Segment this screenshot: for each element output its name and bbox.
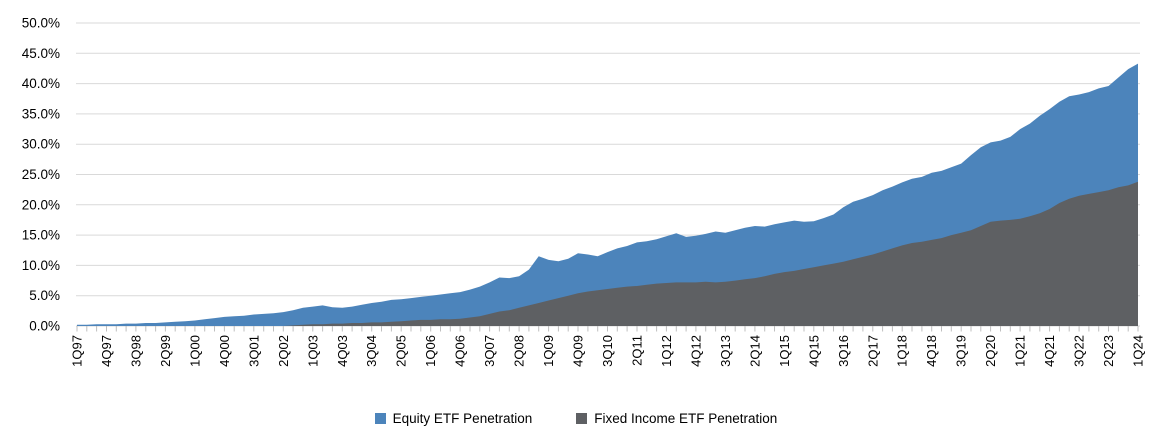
- svg-text:3Q22: 3Q22: [1072, 335, 1087, 367]
- gridlines: [76, 22, 1140, 327]
- svg-text:2Q20: 2Q20: [983, 335, 998, 367]
- svg-text:1Q12: 1Q12: [659, 335, 674, 367]
- chart-plot-area: 1Q97 4Q97 3Q98 2Q99 1Q00 4Q00 3Q01 2Q02 1Q03 4Q03…: [22, 16, 1146, 367]
- legend-item-equity: Equity ETF Penetration: [374, 410, 533, 426]
- legend-swatch-equity-icon: [374, 412, 386, 424]
- svg-text:20.0%: 20.0%: [22, 197, 60, 212]
- svg-text:40.0%: 40.0%: [22, 76, 60, 91]
- svg-text:2Q17: 2Q17: [865, 335, 880, 367]
- svg-text:2Q23: 2Q23: [1101, 335, 1116, 367]
- svg-text:1Q09: 1Q09: [541, 335, 556, 367]
- area-fixed-income-etf: [77, 181, 1138, 326]
- legend-item-fixed-income: Fixed Income ETF Penetration: [576, 411, 777, 426]
- legend-swatch-fixed-income-icon: [576, 412, 588, 424]
- svg-text:4Q06: 4Q06: [453, 335, 468, 367]
- svg-text:3Q07: 3Q07: [482, 335, 497, 367]
- svg-text:3Q04: 3Q04: [364, 335, 379, 367]
- svg-text:4Q03: 4Q03: [335, 335, 350, 367]
- svg-text:1Q21: 1Q21: [1013, 335, 1028, 367]
- x-axis-ticks: [76, 326, 1139, 332]
- svg-text:25.0%: 25.0%: [22, 167, 60, 182]
- svg-text:50.0%: 50.0%: [22, 16, 60, 31]
- svg-text:3Q10: 3Q10: [600, 335, 615, 367]
- legend-label-fixed-income: Fixed Income ETF Penetration: [594, 410, 778, 426]
- svg-text:1Q15: 1Q15: [777, 335, 792, 367]
- svg-text:1Q97: 1Q97: [70, 335, 85, 367]
- svg-text:2Q08: 2Q08: [512, 335, 527, 367]
- svg-text:1Q18: 1Q18: [895, 335, 910, 367]
- svg-text:3Q13: 3Q13: [718, 335, 733, 367]
- svg-text:4Q97: 4Q97: [99, 335, 114, 367]
- svg-text:0.0%: 0.0%: [29, 319, 60, 334]
- svg-text:15.0%: 15.0%: [22, 228, 60, 243]
- svg-text:30.0%: 30.0%: [22, 137, 60, 152]
- chart-legend: Equity ETF Penetration Fixed Income ETF …: [0, 398, 1152, 438]
- svg-text:35.0%: 35.0%: [22, 106, 60, 121]
- svg-text:3Q01: 3Q01: [246, 335, 261, 367]
- svg-text:4Q15: 4Q15: [806, 335, 821, 367]
- svg-text:2Q02: 2Q02: [276, 335, 291, 367]
- svg-text:2Q05: 2Q05: [394, 335, 409, 367]
- svg-text:1Q03: 1Q03: [305, 335, 320, 367]
- legend-label-equity: Equity ETF Penetration: [392, 410, 533, 426]
- svg-text:4Q21: 4Q21: [1042, 335, 1057, 367]
- svg-text:2Q11: 2Q11: [630, 335, 645, 366]
- svg-text:10.0%: 10.0%: [22, 258, 60, 273]
- x-axis-labels: 1Q97 4Q97 3Q98 2Q99 1Q00 4Q00 3Q01 2Q02 1Q03 4Q03…: [70, 335, 1146, 367]
- svg-text:4Q12: 4Q12: [688, 335, 703, 367]
- svg-text:5.0%: 5.0%: [29, 288, 60, 303]
- svg-text:4Q18: 4Q18: [924, 335, 939, 367]
- svg-text:3Q16: 3Q16: [836, 335, 851, 367]
- svg-text:1Q24: 1Q24: [1131, 335, 1146, 367]
- svg-text:3Q98: 3Q98: [128, 335, 143, 367]
- y-axis-labels: 0.0% 5.0% 10.0% 15.0% 20.0% 25.0% 30.0% 35.0% 40…: [22, 16, 60, 334]
- svg-text:3Q19: 3Q19: [954, 335, 969, 367]
- svg-text:2Q99: 2Q99: [158, 335, 173, 367]
- svg-text:45.0%: 45.0%: [22, 46, 60, 61]
- svg-text:4Q00: 4Q00: [217, 335, 232, 367]
- svg-text:2Q14: 2Q14: [747, 335, 762, 367]
- svg-text:4Q09: 4Q09: [571, 335, 586, 367]
- svg-text:1Q06: 1Q06: [423, 335, 438, 367]
- svg-text:1Q00: 1Q00: [187, 335, 202, 367]
